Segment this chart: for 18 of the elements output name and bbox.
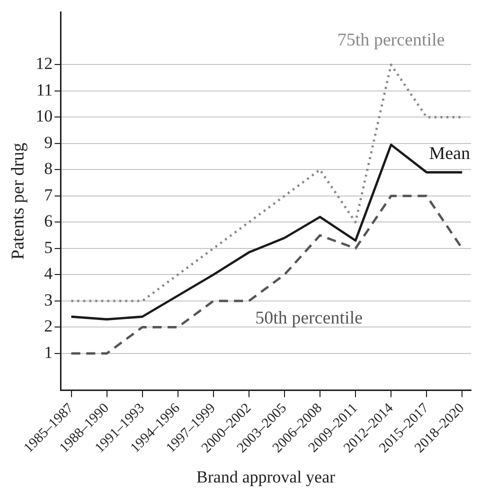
y-tick-label: 1 [44, 342, 53, 362]
y-tick-label: 7 [44, 185, 54, 204]
line-series [70, 194, 464, 355]
y-tick-label: 4 [44, 264, 54, 284]
series-label: Mean [429, 143, 470, 164]
y-tick-label: 5 [44, 238, 53, 257]
series-label: 50th percentile [255, 308, 363, 328]
y-tick-label: 2 [44, 316, 53, 336]
y-tick-label: 8 [44, 159, 53, 178]
y-tick-label: 6 [44, 212, 53, 231]
y-tick-label: 9 [44, 132, 53, 152]
y-axis-title: Patents per drug [8, 142, 28, 260]
y-tick-label: 3 [44, 290, 53, 310]
series-label: 75th percentile [337, 29, 445, 50]
y-tick-label: 11 [36, 80, 53, 100]
y-tick-label: 12 [36, 54, 53, 74]
x-axis-title: Brand approval year [196, 467, 336, 486]
y-tick-label: 10 [36, 106, 53, 126]
